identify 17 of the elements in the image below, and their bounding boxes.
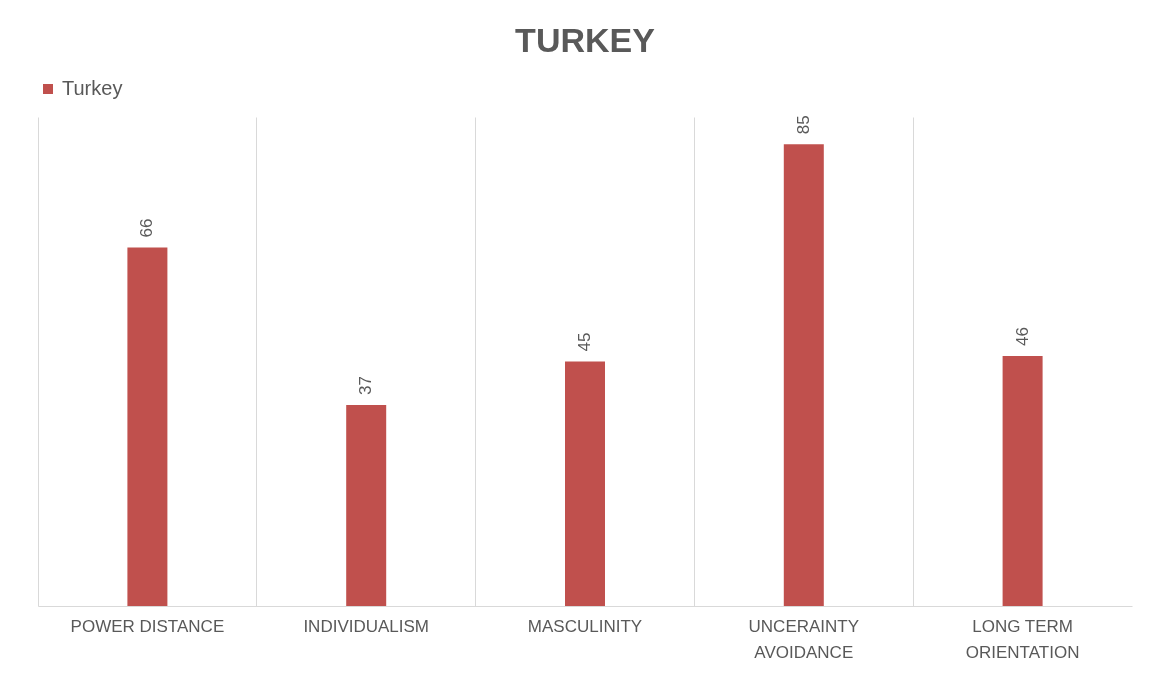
data-label: 46 <box>1012 327 1032 347</box>
x-tick-label: UNCERAINTY AVOIDANCE <box>748 616 860 662</box>
x-tick-label: LONG TERM ORIENTATION <box>965 616 1080 662</box>
bar <box>565 361 605 606</box>
chart-title: TURKEY <box>515 21 656 59</box>
x-tick-label: MASCULINITY <box>527 616 643 636</box>
data-label: 37 <box>356 376 376 395</box>
data-label: 85 <box>793 115 813 135</box>
bar <box>127 247 168 606</box>
bar <box>783 144 824 606</box>
data-label: 66 <box>137 218 157 238</box>
bar <box>1002 356 1043 606</box>
x-tick-label: INDIVIDUALISM <box>303 616 430 636</box>
data-label: 45 <box>575 332 594 352</box>
bar <box>346 404 387 606</box>
x-tick-label: POWER DISTANCE <box>70 616 225 636</box>
legend-label: Turkey <box>62 77 123 99</box>
